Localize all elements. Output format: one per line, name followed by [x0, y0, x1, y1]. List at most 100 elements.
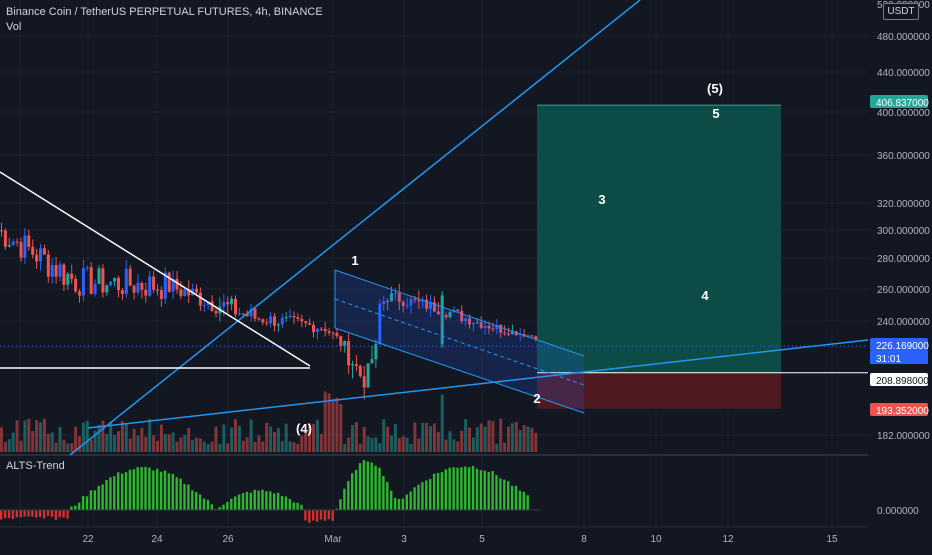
indicator-tick: 0.000000 [877, 506, 919, 517]
indicator-bar [421, 482, 424, 510]
candle [167, 272, 171, 292]
indicator-bar [58, 510, 61, 518]
price-axis[interactable]: 520.000000480.000000440.000000400.000000… [870, 0, 930, 517]
volume-bar [312, 424, 315, 452]
indicator-bar [491, 471, 494, 510]
indicator-bar [19, 510, 22, 518]
indicator-bar [0, 510, 3, 520]
indicator-bar [327, 510, 330, 520]
indicator-bar [409, 491, 412, 510]
indicator-bar [382, 475, 385, 510]
channel-drawing[interactable] [334, 269, 585, 414]
volume-bar [347, 437, 351, 452]
volume-bar [530, 427, 534, 452]
candle [7, 245, 11, 247]
indicator-bar [460, 467, 463, 510]
indicator-bar [331, 510, 334, 521]
candle [144, 289, 148, 296]
candle [265, 322, 269, 324]
indicator-bar [85, 496, 89, 510]
indicator-bar [81, 496, 85, 510]
currency-badge[interactable]: USDT [883, 3, 919, 20]
indicator-bar [54, 510, 57, 520]
time-axis[interactable]: 22 24 26 Mar 3 5 8 10 12 15 [82, 534, 838, 545]
candle [347, 341, 351, 366]
indicator-bar [109, 477, 112, 510]
volume-bar [140, 427, 144, 452]
indicator-bar [265, 491, 268, 510]
volume-bar [7, 439, 11, 452]
indicator-bar [163, 470, 167, 510]
candle [518, 334, 522, 336]
indicator-bar [436, 472, 440, 510]
candle [210, 301, 214, 311]
volume-bar [284, 423, 288, 452]
indicator-bar [374, 465, 377, 510]
volume-bar [487, 420, 491, 452]
trendline-support [87, 339, 869, 429]
candle [19, 242, 23, 258]
volume-bar [382, 419, 386, 452]
volume-bar [237, 425, 241, 452]
candle [503, 332, 507, 334]
volume-bar [292, 442, 296, 452]
volume-bar [518, 430, 522, 452]
indicator-bar [351, 473, 354, 510]
volume-bar [23, 420, 27, 452]
volume-bar [39, 422, 42, 452]
candle [198, 292, 202, 306]
candle [409, 299, 413, 306]
indicator-bar [475, 468, 479, 510]
candle [382, 301, 386, 304]
candle [296, 317, 300, 319]
volume-bar [276, 428, 280, 452]
candle [120, 290, 124, 294]
candle [42, 248, 46, 255]
indicator-bar [206, 499, 210, 510]
volume-bar [159, 424, 163, 452]
indicator-bar [89, 490, 93, 510]
indicator-bar [471, 466, 475, 510]
candle [479, 322, 483, 328]
candle [417, 300, 421, 302]
volume-bar [421, 422, 425, 452]
candle [85, 267, 89, 269]
position-zones[interactable] [537, 104, 868, 409]
candle [362, 376, 366, 388]
candle [335, 332, 339, 337]
volume-bar [58, 426, 62, 452]
volume-bar [202, 441, 206, 452]
volume-bar [85, 420, 89, 452]
volume-bar [393, 423, 397, 452]
candle [393, 292, 397, 294]
wave-label-5-major: (5) [707, 81, 723, 96]
indicator-bar [315, 510, 319, 522]
volume-bar [491, 421, 495, 452]
target-zone [537, 105, 781, 373]
candle [280, 317, 284, 325]
indicator-bar [284, 496, 288, 510]
volume-bar [245, 437, 249, 452]
indicator-bar [440, 472, 444, 510]
candle [234, 298, 237, 315]
indicator-bar [234, 496, 237, 510]
wave-label-5: 5 [712, 106, 719, 121]
volume-bar [296, 443, 300, 452]
volume-bar [339, 404, 343, 452]
trendlines[interactable] [0, 0, 869, 456]
candle [319, 328, 323, 330]
volume-bar [124, 423, 128, 452]
indicator-bar [198, 494, 202, 510]
indicator-bar [35, 510, 38, 518]
indicator-bar [105, 480, 108, 510]
indicator-bar [148, 467, 151, 510]
indicator-bar [124, 472, 128, 510]
candle [510, 331, 514, 334]
candle [374, 344, 378, 360]
volume-bar [409, 443, 413, 452]
indicator-bar [335, 508, 338, 510]
stop-price-tag-bg [870, 403, 928, 416]
volume-bar [468, 427, 471, 452]
